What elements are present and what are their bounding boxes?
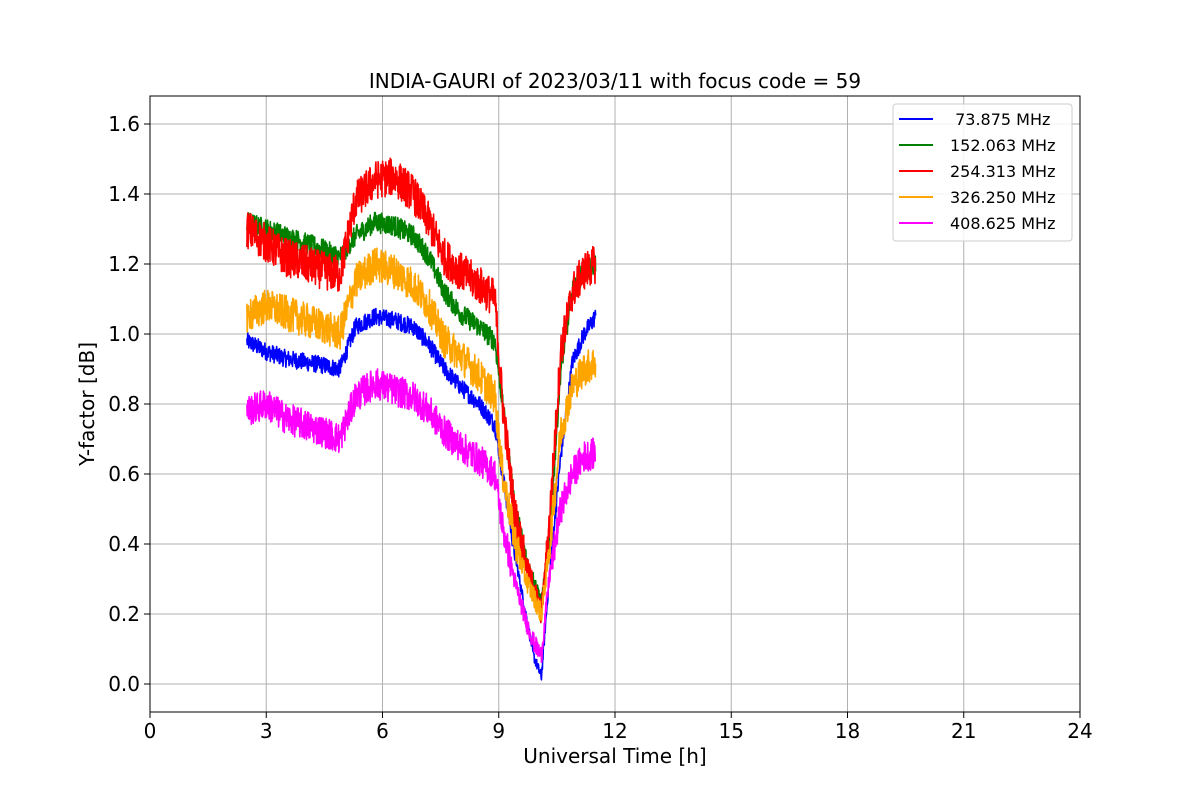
y-tick-label: 1.4 <box>108 182 140 206</box>
x-tick-label: 9 <box>492 719 505 743</box>
series-line <box>246 307 597 681</box>
series-line <box>246 211 597 601</box>
x-axis-label: Universal Time [h] <box>523 744 706 768</box>
series-line <box>246 157 597 624</box>
y-tick-label: 0.2 <box>108 602 140 626</box>
y-tick-label: 1.0 <box>108 322 140 346</box>
axis-ticks: 0 3 6 9 12 15 18 21 24 0.0 0.2 0.4 0.6 0.8 1.0 1.2 1.4 1.… <box>108 112 1093 743</box>
x-tick-label: 6 <box>376 719 389 743</box>
series-line <box>246 247 597 621</box>
y-axis-label: Y-factor [dB] <box>75 342 99 467</box>
y-tick-label: 1.2 <box>108 252 140 276</box>
series-line <box>246 368 597 663</box>
x-tick-label: 21 <box>951 719 976 743</box>
series-lines <box>246 157 597 681</box>
x-tick-label: 0 <box>144 719 157 743</box>
legend-label: 152.063 MHz <box>950 136 1055 155</box>
x-tick-label: 18 <box>835 719 860 743</box>
legend-label: 254.313 MHz <box>950 162 1055 181</box>
x-tick-label: 3 <box>260 719 273 743</box>
y-tick-label: 0.4 <box>108 532 140 556</box>
legend-frame <box>892 103 1073 242</box>
legend-label: 326.250 MHz <box>950 188 1055 207</box>
legend-label: 73.875 MHz <box>950 110 1050 129</box>
legend: 73.875 MHz 152.063 MHz 254.313 MHz 326.250 … <box>892 103 1073 242</box>
y-tick-label: 0.6 <box>108 462 140 486</box>
legend-label: 408.625 MHz <box>950 214 1055 233</box>
y-tick-label: 1.6 <box>108 112 140 136</box>
chart-title: INDIA-GAURI of 2023/03/11 with focus cod… <box>369 69 861 93</box>
x-tick-label: 24 <box>1067 719 1092 743</box>
x-tick-label: 12 <box>602 719 627 743</box>
y-tick-label: 0.8 <box>108 392 140 416</box>
x-tick-label: 15 <box>719 719 744 743</box>
y-tick-label: 0.0 <box>108 672 140 696</box>
